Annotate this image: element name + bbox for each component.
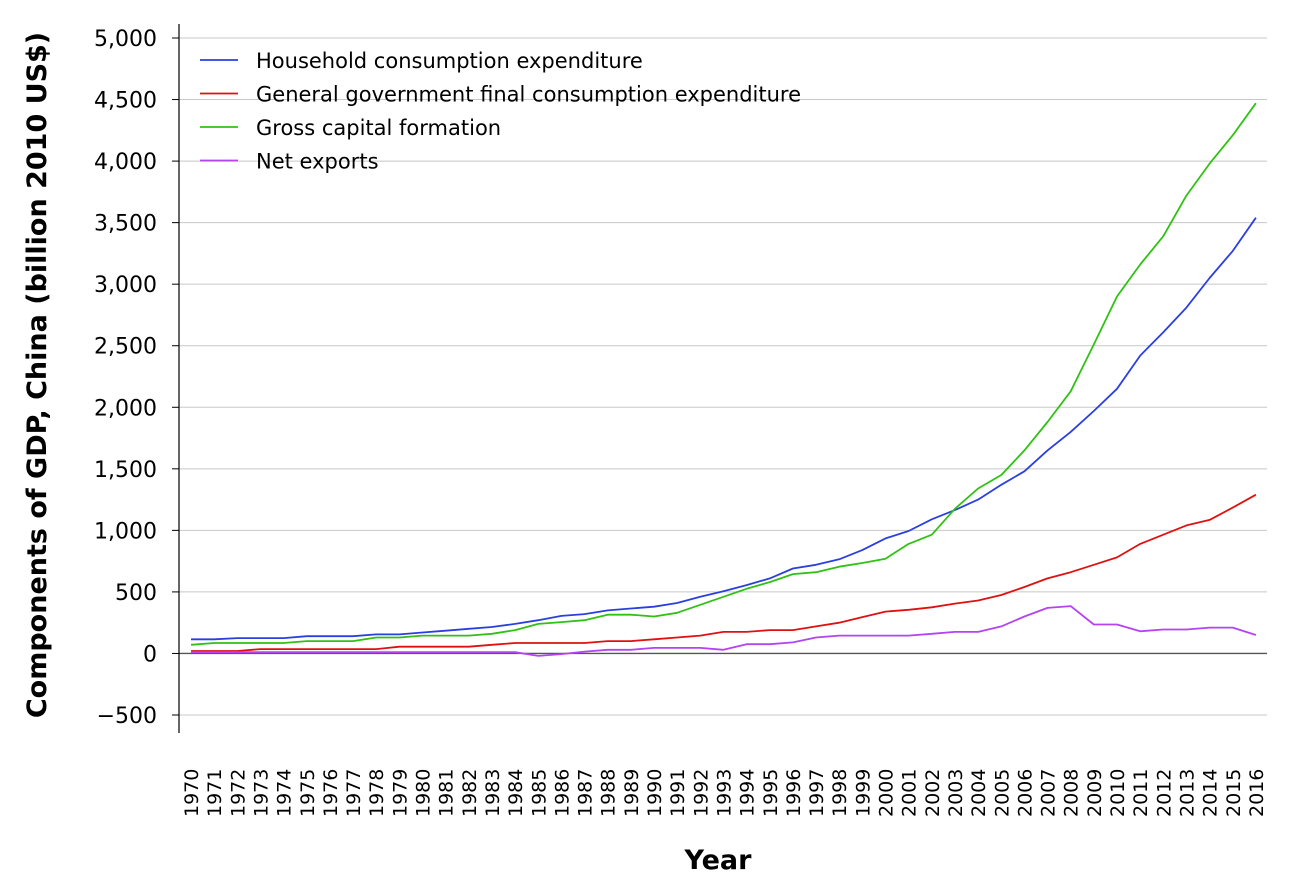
x-tick-label: 2003 (945, 769, 967, 817)
y-tick-label: 2,000 (94, 396, 157, 421)
x-tick-label: 1990 (644, 769, 666, 817)
y-tick-label: 500 (115, 581, 157, 606)
legend-label: Household consumption expenditure (256, 49, 643, 73)
x-tick-label: 1982 (459, 769, 481, 817)
x-tick-label: 1994 (737, 769, 759, 817)
x-tick-label: 1996 (783, 769, 805, 817)
x-tick-label: 2014 (1200, 769, 1222, 817)
x-tick-label: 1997 (806, 769, 828, 817)
x-tick-label: 2008 (1061, 769, 1083, 817)
x-tick-label: 1983 (482, 769, 504, 817)
y-tick-label: 4,500 (94, 89, 157, 114)
legend-label: Net exports (256, 150, 379, 174)
x-tick-label: 2007 (1038, 769, 1060, 817)
x-tick-label: 1993 (713, 769, 735, 817)
x-tick-label: 1974 (274, 769, 296, 817)
series-line-2 (191, 493, 1257, 652)
x-axis-title: Year (684, 845, 753, 876)
x-tick-label: 1998 (829, 769, 851, 817)
x-tick-label: 1984 (505, 769, 527, 817)
y-tick-labels: −500 0 500 1,000 1,500 2,000 2,500 3,000 3,500 4,… (94, 27, 179, 729)
x-tick-label: 1981 (436, 769, 458, 817)
x-tick-label: 2010 (1107, 769, 1129, 817)
series-line-1 (191, 217, 1257, 641)
gridlines (179, 37, 1267, 716)
x-tick-label: 1987 (575, 769, 597, 817)
x-tick-label: 1978 (366, 769, 388, 817)
y-tick-label: 1,500 (94, 458, 157, 483)
y-tick-label: −500 (97, 704, 157, 729)
y-tick-label: 3,500 (94, 212, 157, 237)
x-tick-label: 1979 (389, 769, 411, 817)
x-tick-label: 1972 (227, 769, 249, 817)
x-tick-label: 2012 (1153, 769, 1175, 817)
x-tick-label: 1988 (598, 769, 620, 817)
y-tick-label: 4,000 (94, 150, 157, 175)
y-tick-label: 1,000 (94, 519, 157, 544)
legend: Household consumption expenditure General… (200, 49, 801, 174)
y-tick-label: 3,000 (94, 273, 157, 298)
series-line-4 (191, 605, 1257, 657)
y-tick-label: 5,000 (94, 27, 157, 52)
x-tick-label: 2002 (922, 769, 944, 817)
x-tick-label: 1977 (343, 769, 365, 817)
x-tick-label: 1989 (621, 769, 643, 817)
x-tick-label: 2001 (899, 769, 921, 817)
y-tick-label: 2,500 (94, 335, 157, 360)
x-tick-label: 1973 (250, 769, 272, 817)
x-tick-label: 2006 (1014, 769, 1036, 817)
x-tick-label: 2015 (1223, 769, 1245, 817)
x-tick-label: 2013 (1176, 769, 1198, 817)
x-tick-label: 2011 (1130, 769, 1152, 817)
x-tick-label: 2009 (1084, 769, 1106, 817)
x-tick-label: 1992 (690, 769, 712, 817)
x-tick-label: 1980 (413, 769, 435, 817)
x-tick-label: 1985 (528, 769, 550, 817)
x-tick-label: 1971 (204, 769, 226, 817)
x-tick-label: 1995 (760, 769, 782, 817)
series-lines (190, 102, 1257, 657)
x-tick-label: 1975 (297, 769, 319, 817)
legend-label: Gross capital formation (256, 116, 501, 140)
x-tick-label: 2004 (968, 769, 990, 817)
y-tick-label: 0 (143, 642, 157, 667)
x-tick-label: 1991 (667, 769, 689, 817)
series-line-3 (190, 102, 1257, 646)
x-tick-label: 2005 (991, 769, 1013, 817)
x-tick-label: 1970 (181, 769, 203, 817)
x-tick-label: 1976 (320, 769, 342, 817)
x-tick-label: 1986 (551, 769, 573, 817)
y-axis-title: Components of GDP, China (billion 2010 U… (22, 32, 53, 718)
x-tick-label: 1999 (852, 769, 874, 817)
x-tick-label: 2000 (876, 769, 898, 817)
x-tick-labels: 1970 1971 1972 1973 1974 1975 1976 1977 1978 1979… (181, 769, 1268, 817)
x-tick-label: 2016 (1246, 769, 1268, 817)
legend-label: General government final consumption exp… (256, 83, 801, 107)
